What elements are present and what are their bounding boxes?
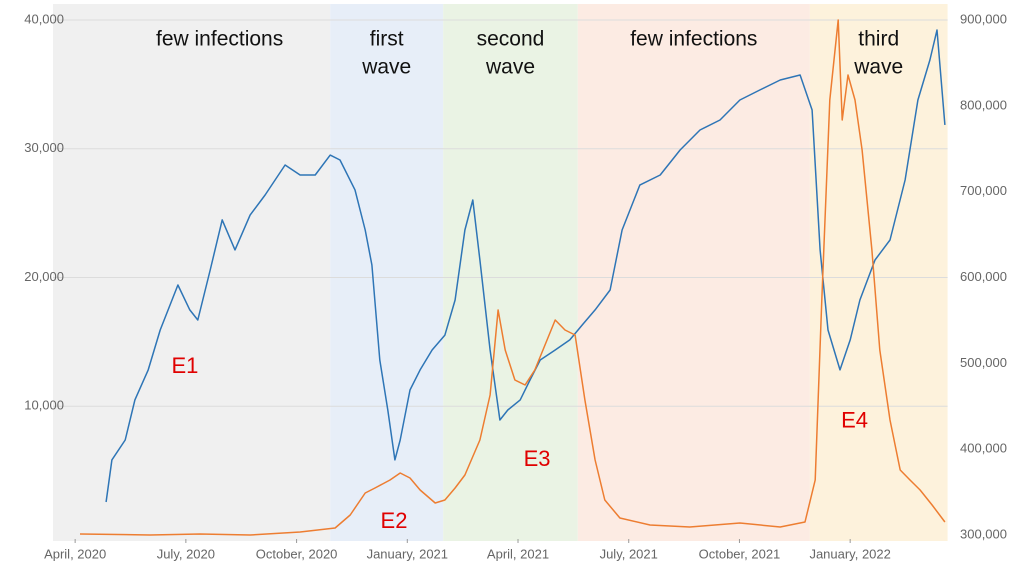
x-tick-label: April, 2020 (44, 546, 106, 561)
y-tick-label: 20,000 (24, 269, 64, 284)
y-tick-label: 40,000 (24, 11, 64, 26)
region-label: wave (361, 56, 411, 79)
y2-tick-label: 400,000 (960, 441, 1007, 456)
y2-tick-label: 500,000 (960, 355, 1007, 370)
y2-tick-label: 300,000 (960, 526, 1007, 541)
series-line (79, 19, 946, 536)
region (577, 4, 810, 541)
region-label: few infections (630, 28, 757, 51)
region-label: third (858, 28, 899, 51)
x-tick-label: January, 2022 (809, 546, 890, 561)
region (809, 4, 948, 541)
x-tick-label: January, 2021 (367, 546, 448, 561)
x-tick-label: October, 2020 (256, 546, 338, 561)
region-label: first (370, 28, 404, 51)
series-line (105, 29, 946, 503)
y2-tick-label: 800,000 (960, 97, 1007, 112)
y2-tick-label: 900,000 (960, 11, 1007, 26)
y-tick-label: 10,000 (24, 398, 64, 413)
y-tick-label: 30,000 (24, 140, 64, 155)
region (443, 4, 578, 541)
x-tick-label: July, 2021 (600, 546, 658, 561)
region-label: few infections (156, 28, 283, 51)
region-label: wave (853, 56, 903, 79)
x-tick-label: October, 2021 (699, 546, 781, 561)
region-label: wave (485, 56, 535, 79)
annotation: E3 (524, 446, 551, 471)
region (330, 4, 444, 541)
annotation: E1 (172, 353, 199, 378)
y2-tick-label: 700,000 (960, 183, 1007, 198)
x-tick-label: April, 2021 (487, 546, 549, 561)
region-label: second (477, 28, 545, 51)
annotation: E4 (841, 408, 868, 433)
y2-tick-label: 600,000 (960, 269, 1007, 284)
annotation: E2 (381, 508, 408, 533)
region (53, 4, 331, 541)
x-tick-label: July, 2020 (157, 546, 215, 561)
